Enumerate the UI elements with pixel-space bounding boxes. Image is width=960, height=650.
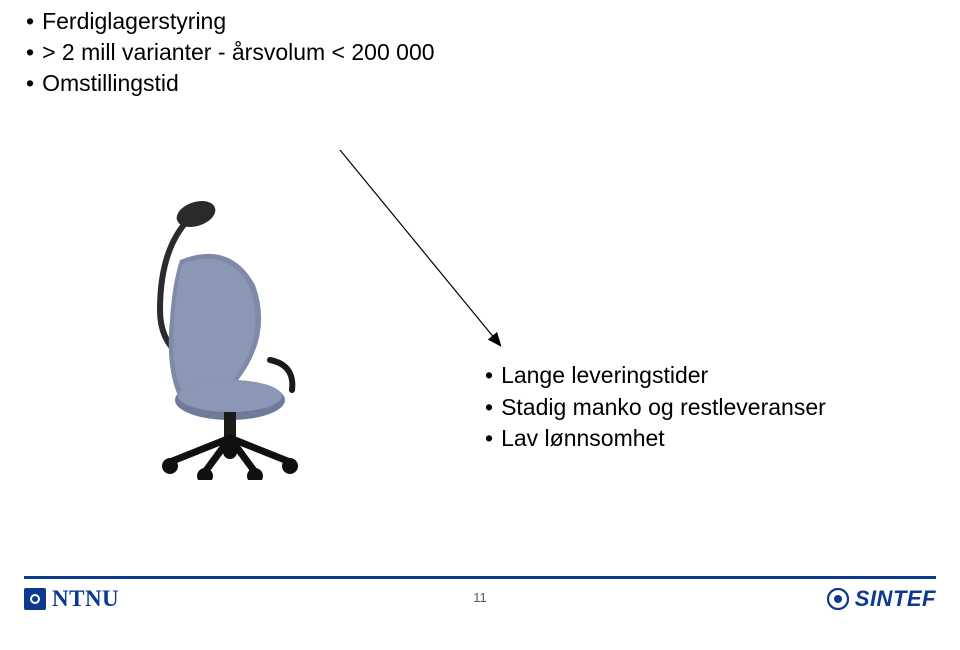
sintef-mark-icon xyxy=(827,588,849,610)
sintef-label: SINTEF xyxy=(855,586,936,612)
list-text: Lange leveringstider xyxy=(501,362,708,388)
bullet: • xyxy=(26,39,34,65)
list-item: • > 2 mill varianter - årsvolum < 200 000 xyxy=(26,37,435,68)
list-item: • Ferdiglagerstyring xyxy=(26,6,435,37)
bullet: • xyxy=(26,70,34,96)
list-text: > 2 mill varianter - årsvolum < 200 000 xyxy=(42,39,434,65)
list-item: • Omstillingstid xyxy=(26,68,435,99)
bullet: • xyxy=(485,394,493,420)
sintef-logo: SINTEF xyxy=(827,586,936,612)
list-item: • Lange leveringstider xyxy=(485,360,826,392)
list-text: Ferdiglagerstyring xyxy=(42,8,226,34)
bottom-bullet-list: • Lange leveringstider • Stadig manko og r… xyxy=(485,360,826,455)
list-text: Lav lønnsomhet xyxy=(501,425,665,451)
page-number: 11 xyxy=(0,590,960,605)
footer: NTNU 11 SINTEF xyxy=(0,576,960,622)
bullet: • xyxy=(485,362,493,388)
list-item: • Lav lønnsomhet xyxy=(485,423,826,455)
list-text: Stadig manko og restleveranser xyxy=(501,394,826,420)
bullet: • xyxy=(26,8,34,34)
slide: • Ferdiglagerstyring • > 2 mill varianter … xyxy=(0,0,960,650)
arrow-icon xyxy=(310,140,530,360)
footer-divider xyxy=(24,576,936,579)
list-text: Omstillingstid xyxy=(42,70,179,96)
bullet: • xyxy=(485,425,493,451)
top-bullet-list: • Ferdiglagerstyring • > 2 mill varianter … xyxy=(26,6,435,99)
list-item: • Stadig manko og restleveranser xyxy=(485,392,826,424)
